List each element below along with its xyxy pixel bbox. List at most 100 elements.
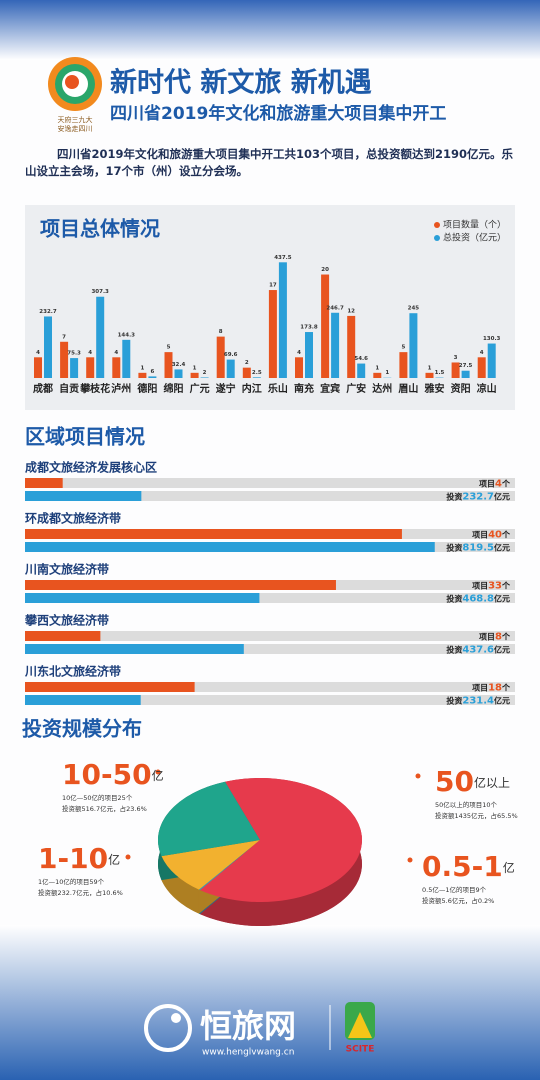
x-tick-label: 绵阳 [164, 382, 184, 395]
bar [25, 580, 336, 590]
bar [25, 529, 402, 539]
value-label: 投资232.7亿元 [446, 491, 510, 503]
bar [357, 363, 366, 378]
label-prefix: 项目 [472, 530, 488, 539]
value-label: 1.5 [435, 370, 445, 376]
segment-range: 10-50 [62, 758, 152, 791]
group-label: 攀西文旅经济带 [25, 613, 109, 628]
bar [487, 343, 496, 378]
bar [148, 376, 157, 378]
value-label: 2 [245, 360, 249, 366]
value-label: 项目18个 [472, 682, 511, 694]
value-label: 4 [480, 350, 484, 356]
segment-label: 1-10亿 [38, 842, 120, 875]
x-tick-label: 广安 [346, 382, 366, 395]
intro: 四川省2019年文化和旅游重大项目集中开工共103个项目，总投资额达到2190亿… [25, 147, 514, 178]
bar [25, 593, 260, 603]
segment-description: 50亿以上的项目10个 [435, 800, 498, 809]
value-label: 5 [401, 345, 405, 351]
legend-marker [434, 235, 440, 241]
pie-slice [199, 778, 362, 902]
x-tick-label: 达州 [372, 382, 392, 395]
callout-dot [125, 854, 131, 860]
bar [25, 682, 195, 692]
value-label: 2.5 [252, 370, 262, 376]
label-value: 231.4 [462, 696, 494, 707]
track [25, 644, 515, 654]
x-tick-label: 泸州 [111, 382, 131, 395]
segment-description: 投资额232.7亿元，占10.6% [38, 888, 123, 897]
value-label: 4 [36, 350, 40, 356]
label-unit: 亿元 [494, 491, 510, 501]
segment-range: 1-10 [38, 842, 108, 875]
value-label: 投资468.8亿元 [446, 593, 510, 605]
x-tick-label: 宜宾 [320, 382, 340, 395]
value-label: 307.3 [91, 289, 109, 295]
value-label: 项目33个 [472, 580, 511, 592]
logo-text: 安逸走四川 [58, 124, 93, 133]
bar [461, 370, 470, 378]
value-label: 项目8个 [479, 631, 511, 643]
label-prefix: 投资 [446, 593, 462, 603]
bar [70, 358, 79, 378]
x-tick-label: 雅安 [425, 382, 445, 395]
bar [451, 362, 460, 378]
pie-slice [198, 840, 260, 891]
label-unit: 亿元 [494, 644, 510, 654]
track [25, 593, 515, 603]
legend-label: 项目数量（个） [443, 219, 506, 231]
badge-icon [345, 1002, 375, 1040]
label-value: 468.8 [462, 594, 494, 605]
value-label: 项目4个 [479, 478, 511, 490]
value-label: 8 [219, 329, 223, 335]
value-label: 1 [385, 370, 389, 376]
bar [295, 357, 303, 378]
label-value: 40 [488, 530, 502, 541]
legend-label: 总投资（亿元） [443, 232, 506, 244]
value-label: 27.5 [459, 363, 473, 369]
label-prefix: 项目 [472, 581, 488, 590]
segment-unit: 亿 [152, 768, 164, 783]
url: www.henglvwang.cn [202, 1048, 294, 1058]
track [25, 695, 515, 705]
label-unit: 亿元 [494, 542, 510, 552]
bar [44, 316, 52, 378]
callout-dot [415, 773, 421, 779]
label-unit: 个 [501, 478, 511, 488]
legend-marker [434, 222, 440, 228]
segment-description: 投资额1435亿元，占65.5% [435, 811, 518, 820]
footer-logo [144, 1004, 192, 1052]
callout-dot [155, 769, 161, 775]
bottom-band [0, 925, 540, 1080]
bar [174, 369, 183, 378]
value-label: 投资819.5亿元 [446, 542, 510, 554]
label-prefix: 投资 [446, 542, 462, 552]
bar [242, 367, 251, 378]
value-label: 75.3 [67, 351, 81, 357]
x-tick-label: 德阳 [136, 382, 157, 395]
value-label: 1 [428, 365, 432, 371]
label-prefix: 项目 [479, 632, 495, 641]
label-value: 18 [488, 683, 502, 694]
segment-unit: 亿 [108, 852, 120, 867]
callout-dot [407, 857, 413, 863]
value-label: 232.7 [39, 309, 57, 315]
brand: 恒旅网 [200, 1007, 296, 1045]
x-tick-label: 成都 [33, 382, 53, 395]
label-unit: 个 [501, 631, 511, 641]
segment-description: 0.5亿—1亿的项目9个 [422, 885, 487, 894]
bar [25, 695, 141, 705]
value-label: 54.6 [354, 356, 368, 362]
value-label: 投资437.6亿元 [446, 644, 510, 656]
label-unit: 个 [501, 580, 511, 590]
track [25, 682, 515, 692]
value-label: 32.4 [172, 362, 186, 368]
x-tick-label: 资阳 [451, 382, 471, 395]
label-value: 4 [495, 479, 502, 490]
segment-range: 0.5-1 [422, 850, 503, 883]
value-label: 4 [114, 350, 118, 356]
label-prefix: 项目 [472, 683, 488, 692]
bar [25, 478, 63, 488]
